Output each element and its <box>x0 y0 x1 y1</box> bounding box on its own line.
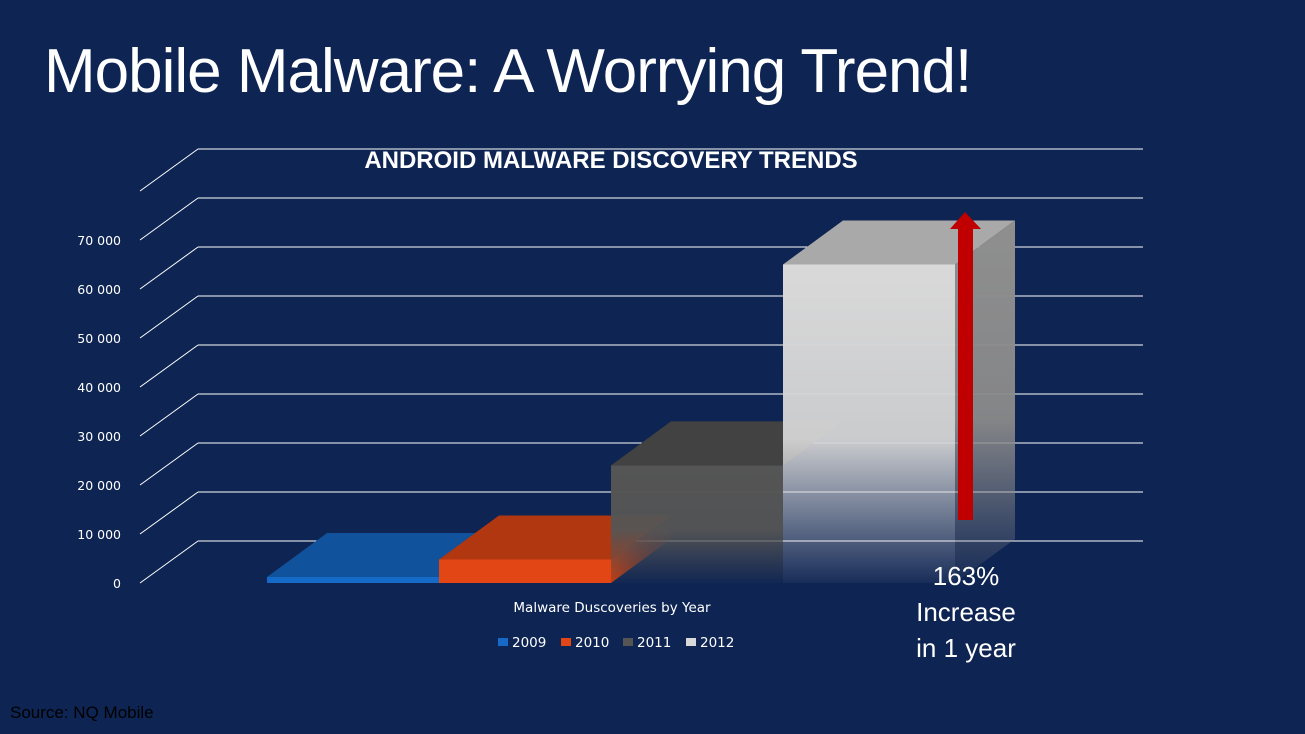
x-axis-label: Malware Duscoveries by Year <box>513 600 711 616</box>
annotation-line-3: in 1 year <box>916 633 1016 663</box>
y-tick-label: 30 000 <box>77 429 121 444</box>
chart-title: ANDROID MALWARE DISCOVERY TRENDS <box>364 147 857 174</box>
increase-arrow <box>950 212 981 520</box>
bar-2012 <box>783 220 1015 583</box>
legend-item-2010: 2010 <box>561 635 609 651</box>
y-tick-label: 50 000 <box>77 331 121 346</box>
y-tick-label: 10 000 <box>77 527 121 542</box>
svg-text:2011: 2011 <box>637 635 671 651</box>
svg-text:2012: 2012 <box>700 635 734 651</box>
legend-item-2011: 2011 <box>623 635 671 651</box>
gridline <box>139 148 1143 192</box>
legend-item-2009: 2009 <box>498 635 546 651</box>
slide-title: Mobile Malware: A Worrying Trend! <box>44 37 972 106</box>
y-tick-label: 40 000 <box>77 380 121 395</box>
svg-text:2010: 2010 <box>575 635 609 651</box>
annotation-line-2: Increase <box>916 597 1016 627</box>
y-tick-label: 0 <box>113 576 121 591</box>
svg-text:2009: 2009 <box>512 635 546 651</box>
y-tick-label: 70 000 <box>77 233 121 248</box>
gridline <box>139 197 1143 241</box>
legend-item-2012: 2012 <box>686 635 734 651</box>
y-tick-label: 20 000 <box>77 478 121 493</box>
y-tick-label: 60 000 <box>77 282 121 297</box>
increase-annotation: 163% Increase in 1 year <box>880 558 1052 666</box>
source-caption: Source: NQ Mobile <box>10 703 154 722</box>
annotation-percent: 163% <box>932 561 1000 591</box>
